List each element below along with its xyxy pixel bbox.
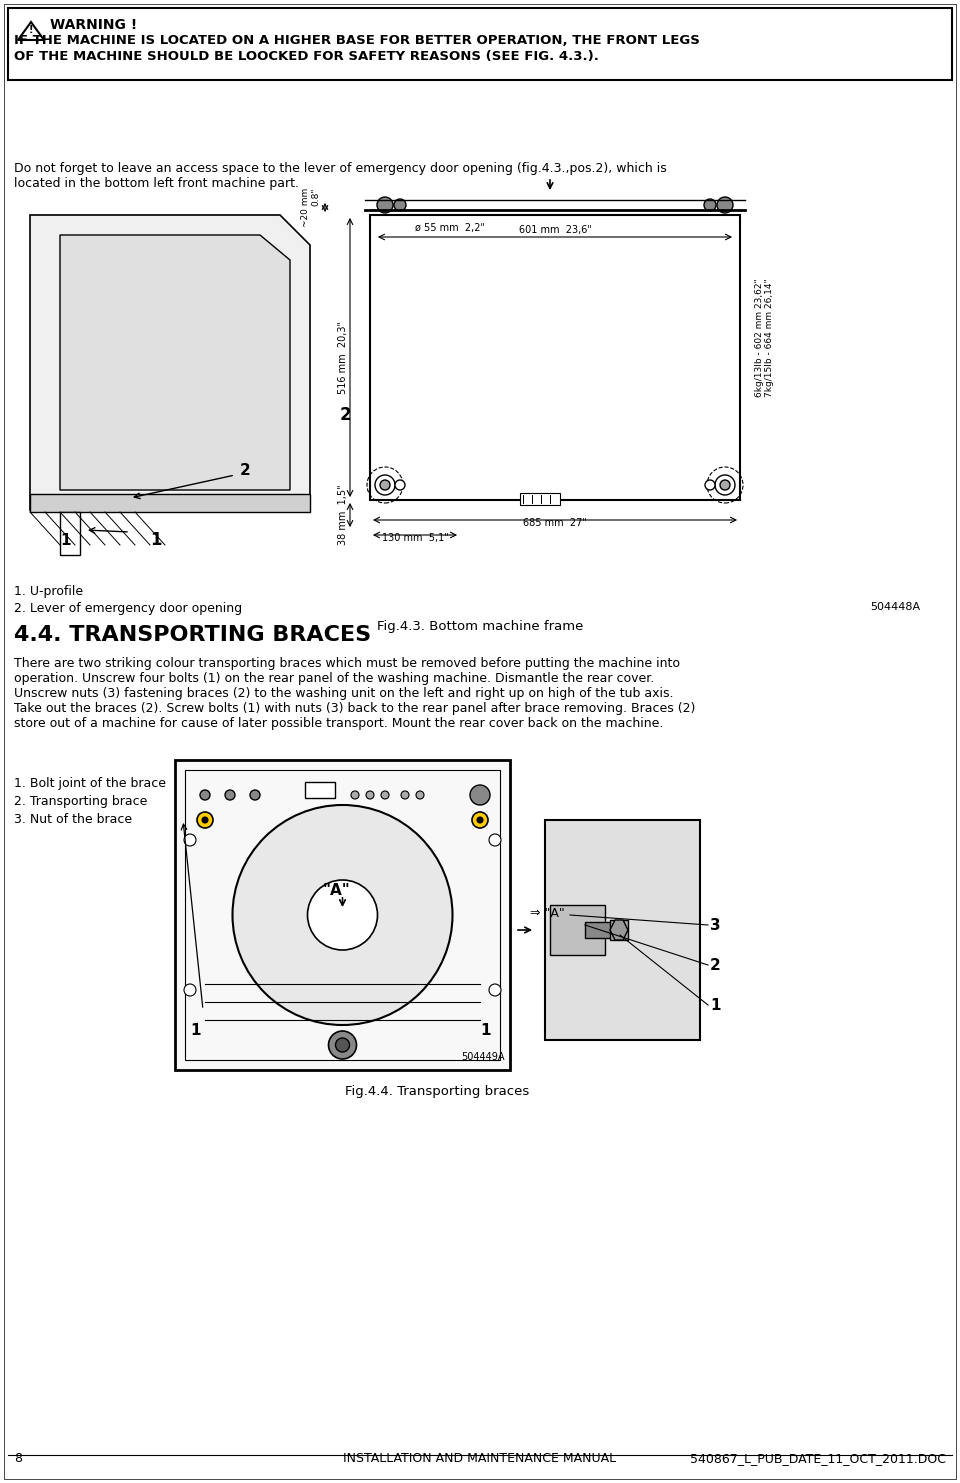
Circle shape	[395, 480, 405, 489]
Circle shape	[335, 1038, 349, 1051]
Text: 1. U-profile: 1. U-profile	[14, 584, 84, 598]
Circle shape	[366, 790, 374, 799]
Text: ⇒ "A": ⇒ "A"	[530, 908, 564, 919]
Circle shape	[328, 1031, 356, 1059]
Bar	[60, 512, 80, 555]
Circle shape	[377, 197, 393, 214]
Bar	[185, 770, 500, 1060]
Circle shape	[705, 480, 715, 489]
Text: Do not forget to leave an access space to the lever of emergency door opening (f: Do not forget to leave an access space t…	[14, 162, 667, 190]
Text: !: !	[29, 25, 34, 36]
Text: 1: 1	[150, 531, 161, 549]
Polygon shape	[60, 234, 290, 489]
Text: 516 mm  20,3": 516 mm 20,3"	[338, 320, 348, 394]
Circle shape	[477, 817, 483, 823]
Bar	[610, 919, 628, 940]
Circle shape	[704, 199, 716, 211]
Bar	[585, 922, 615, 939]
Circle shape	[307, 879, 377, 951]
Circle shape	[470, 785, 490, 805]
Text: 1: 1	[60, 532, 70, 549]
Text: Fig.4.3. Bottom machine frame: Fig.4.3. Bottom machine frame	[377, 620, 583, 633]
Circle shape	[720, 480, 730, 489]
Circle shape	[200, 790, 210, 799]
Text: 1: 1	[190, 1023, 201, 1038]
Circle shape	[375, 475, 395, 495]
Text: Fig.4.4. Transporting braces: Fig.4.4. Transporting braces	[346, 1086, 530, 1097]
Text: 601 mm  23,6": 601 mm 23,6"	[518, 225, 591, 234]
Polygon shape	[610, 919, 628, 940]
Circle shape	[380, 480, 390, 489]
Text: 504448A: 504448A	[870, 602, 920, 612]
Bar	[370, 215, 740, 500]
Circle shape	[197, 813, 213, 828]
Circle shape	[401, 790, 409, 799]
Circle shape	[250, 790, 260, 799]
Text: 3. Nut of the brace: 3. Nut of the brace	[14, 813, 132, 826]
Text: 8: 8	[14, 1452, 22, 1465]
Circle shape	[717, 197, 733, 214]
Text: "A": "A"	[323, 882, 350, 899]
Bar	[175, 759, 510, 1071]
Bar	[520, 492, 560, 506]
Circle shape	[472, 813, 488, 828]
Circle shape	[202, 817, 208, 823]
Circle shape	[416, 790, 424, 799]
Circle shape	[381, 790, 389, 799]
Polygon shape	[18, 22, 44, 40]
Circle shape	[232, 805, 452, 1025]
Polygon shape	[30, 215, 310, 510]
Circle shape	[225, 790, 235, 799]
Circle shape	[715, 475, 735, 495]
Circle shape	[489, 833, 501, 845]
Bar	[8, 7, 952, 80]
Bar	[550, 905, 605, 955]
Circle shape	[394, 199, 406, 211]
Text: 2: 2	[240, 463, 251, 478]
Text: 1. Bolt joint of the brace: 1. Bolt joint of the brace	[14, 777, 166, 790]
Text: 6kg/13lb - 602 mm 23,62"
7kg/15lb - 664 mm 26,14": 6kg/13lb - 602 mm 23,62" 7kg/15lb - 664 …	[755, 279, 775, 397]
Text: OF THE MACHINE SHOULD BE LOOCKED FOR SAFETY REASONS (SEE FIG. 4.3.).: OF THE MACHINE SHOULD BE LOOCKED FOR SAF…	[14, 50, 599, 62]
Text: 1: 1	[480, 1023, 491, 1038]
Text: 2: 2	[710, 958, 721, 973]
Text: 2. Transporting brace: 2. Transporting brace	[14, 795, 148, 808]
Text: INSTALLATION AND MAINTENANCE MANUAL: INSTALLATION AND MAINTENANCE MANUAL	[344, 1452, 616, 1465]
Text: 540867_L_PUB_DATE_11_OCT_2011.DOC: 540867_L_PUB_DATE_11_OCT_2011.DOC	[690, 1452, 946, 1465]
Bar	[545, 820, 700, 1040]
Text: 685 mm  27": 685 mm 27"	[523, 518, 587, 528]
Text: 4.4. TRANSPORTING BRACES: 4.4. TRANSPORTING BRACES	[14, 624, 372, 645]
Text: 2. Lever of emergency door opening: 2. Lever of emergency door opening	[14, 602, 242, 615]
Text: There are two striking colour transporting braces which must be removed before p: There are two striking colour transporti…	[14, 657, 695, 730]
Text: ø 55 mm  2,2": ø 55 mm 2,2"	[415, 222, 485, 233]
Text: IF THE MACHINE IS LOCATED ON A HIGHER BASE FOR BETTER OPERATION, THE FRONT LEGS: IF THE MACHINE IS LOCATED ON A HIGHER BA…	[14, 34, 700, 47]
Circle shape	[351, 790, 359, 799]
Text: 130 mm  5,1": 130 mm 5,1"	[382, 532, 448, 543]
Text: 2: 2	[340, 406, 351, 424]
Bar	[30, 494, 310, 512]
Text: ~20 mm
0.8": ~20 mm 0.8"	[300, 187, 320, 227]
Text: 1: 1	[710, 998, 721, 1013]
Text: 3: 3	[710, 918, 721, 933]
Text: 504449A: 504449A	[462, 1051, 505, 1062]
Circle shape	[184, 985, 196, 997]
Circle shape	[184, 833, 196, 845]
Circle shape	[489, 985, 501, 997]
Bar	[305, 782, 335, 798]
Text: 38 mm  1,5": 38 mm 1,5"	[338, 485, 348, 546]
Text: WARNING !: WARNING !	[50, 18, 137, 33]
